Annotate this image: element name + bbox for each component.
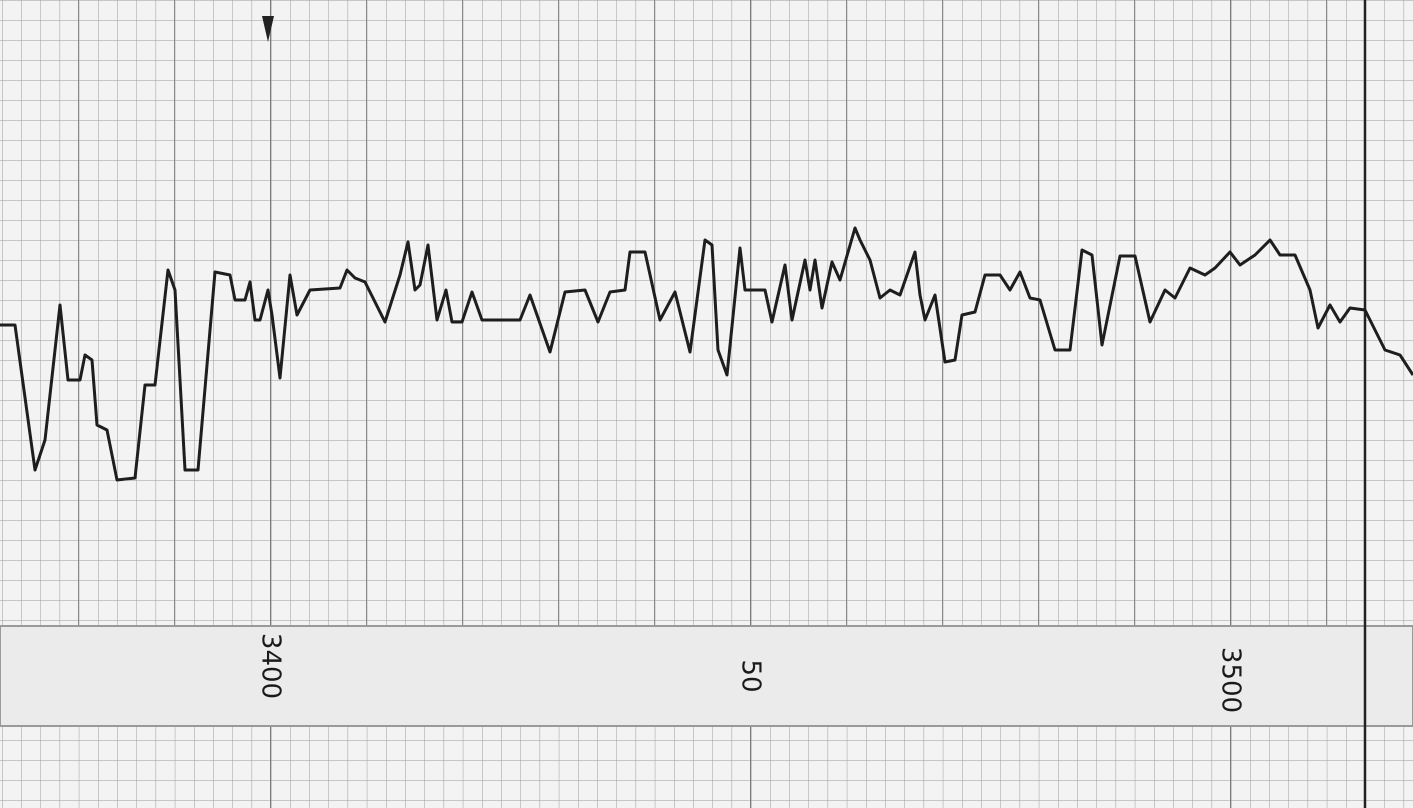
trace	[0, 226, 1413, 482]
marker-arrow	[262, 16, 274, 42]
scale-label: 3400	[256, 633, 286, 699]
label-band	[0, 625, 1413, 727]
scale-label: 50	[736, 659, 766, 692]
scale-label: 3500	[1216, 647, 1246, 713]
